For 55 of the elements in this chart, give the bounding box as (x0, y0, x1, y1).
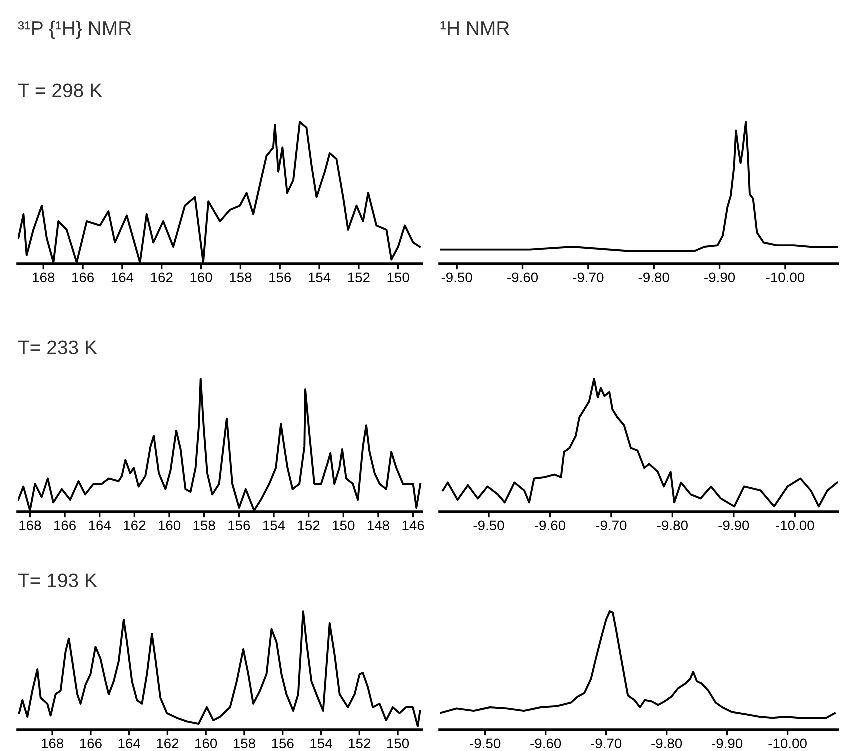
x-tick-label: 162 (157, 738, 179, 749)
x-tick-label: 150 (388, 272, 410, 283)
x-tick-label: -9.60 (508, 272, 538, 283)
chart-title: ¹H NMR (440, 22, 510, 36)
x-tick-label: 162 (124, 520, 146, 531)
x-tick-label: -9.90 (712, 738, 743, 749)
x-tick-label: 166 (80, 738, 102, 749)
x-tick-label: 154 (310, 738, 332, 749)
x-tick-label: 158 (194, 520, 216, 531)
x-tick-label: 150 (387, 738, 410, 749)
x-tick-label: 156 (270, 272, 292, 283)
x-tick-label: 168 (33, 272, 55, 283)
x-tick-label: -9.90 (718, 520, 750, 531)
x-tick-label: 162 (151, 272, 173, 283)
x-tick-label: 152 (349, 738, 371, 749)
x-tick-label: -9.60 (530, 738, 562, 749)
x-tick-label: -9.70 (596, 520, 627, 531)
x-tick-label: 152 (298, 520, 320, 531)
x-tick-label: 166 (54, 520, 76, 531)
x-tick-label: 156 (228, 520, 250, 531)
x-tick-label: 164 (118, 738, 140, 749)
x-tick-label: 154 (263, 520, 286, 531)
x-tick-label: 148 (368, 520, 390, 531)
x-tick-label: -10.00 (776, 520, 814, 531)
chart-title: ³¹P {¹H} NMR (18, 20, 132, 40)
x-tick-label: -9.80 (638, 272, 670, 283)
chart-subtitle: T= 233 K (18, 340, 98, 354)
x-tick-label: 168 (42, 738, 64, 749)
x-tick-label: 158 (230, 272, 252, 283)
x-tick-label: 158 (234, 738, 256, 749)
x-tick-label: -9.50 (470, 738, 501, 749)
x-tick-label: 164 (112, 272, 134, 283)
x-tick-label: -9.80 (657, 520, 688, 531)
x-tick-label: 164 (89, 520, 112, 531)
x-tick-label: 146 (402, 520, 424, 531)
x-tick-label: -9.50 (442, 272, 472, 283)
x-tick-label: -9.60 (535, 520, 566, 531)
x-tick-label: -9.70 (573, 272, 604, 283)
chart-subtitle: T= 193 K (18, 574, 98, 588)
x-tick-label: 150 (333, 520, 355, 531)
x-tick-label: -9.90 (704, 272, 736, 283)
x-tick-label: -9.50 (474, 520, 504, 531)
x-tick-label: 160 (190, 272, 212, 283)
x-tick-label: -9.70 (591, 738, 622, 749)
x-tick-label: 152 (348, 272, 370, 283)
x-tick-label: 154 (308, 272, 331, 283)
chart-subtitle: T = 298 K (18, 84, 102, 98)
x-tick-label: 166 (72, 272, 94, 283)
x-tick-label: 160 (158, 520, 181, 531)
x-tick-label: -9.80 (652, 738, 682, 749)
x-tick-label: -10.00 (768, 738, 807, 749)
x-tick-label: 156 (272, 738, 294, 749)
x-tick-label: 160 (196, 738, 218, 749)
x-tick-label: -10.00 (766, 272, 805, 283)
x-tick-label: 168 (20, 520, 42, 531)
